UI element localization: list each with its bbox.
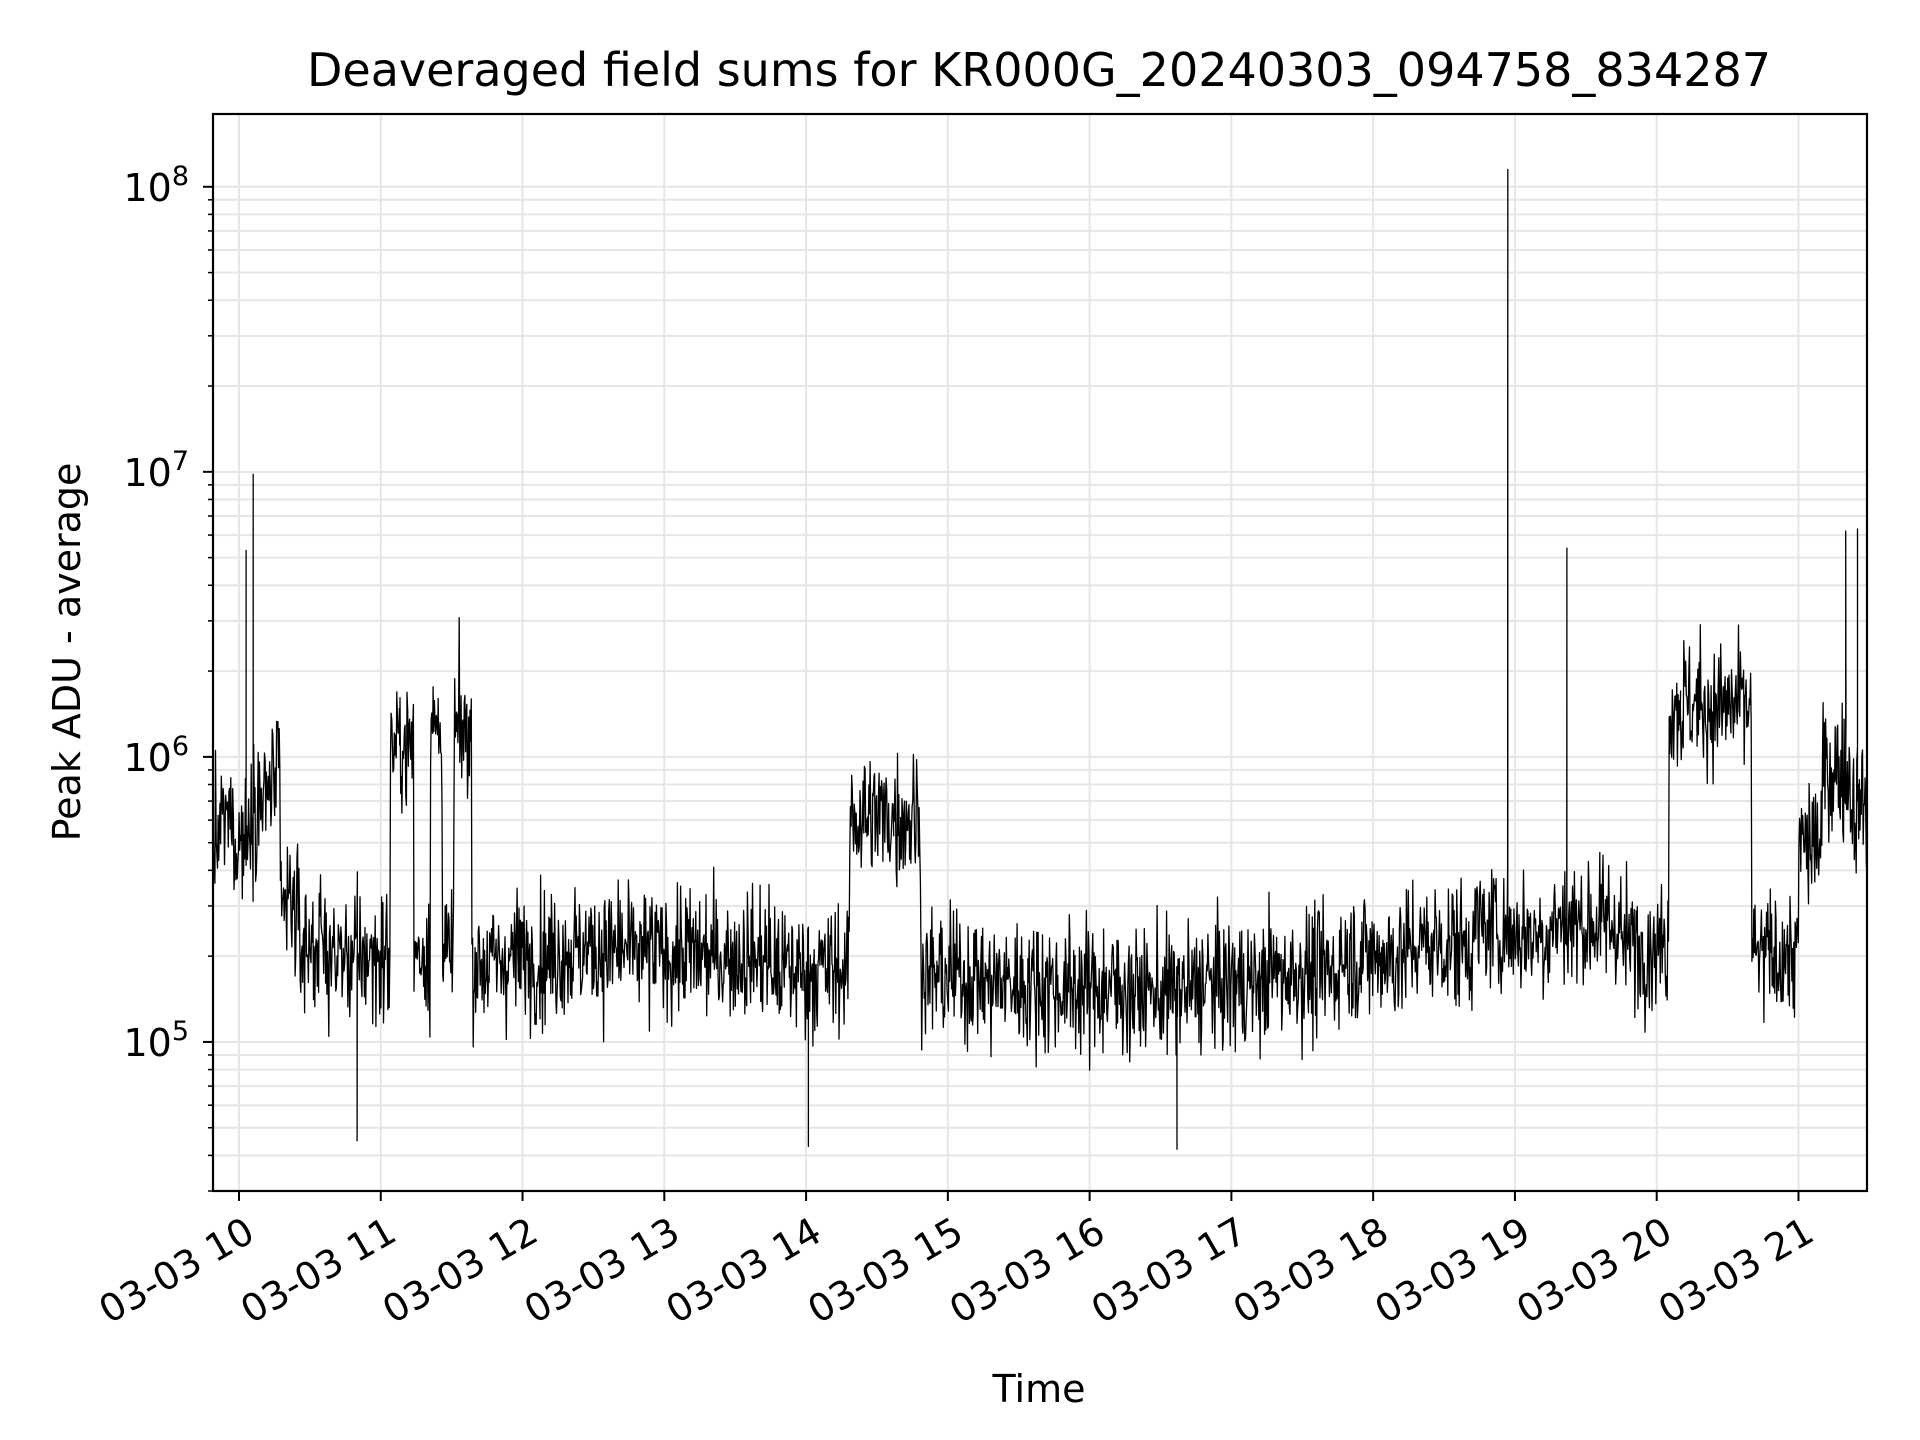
y-tick-label: 107 (123, 446, 189, 495)
y-tick-label: 108 (123, 161, 189, 210)
y-axis-label: Peak ADU - average (45, 463, 89, 842)
series-line (213, 168, 1867, 1150)
y-axis: 105 106 107 108 (123, 161, 213, 1192)
grid-lines (213, 114, 1867, 1192)
y-tick-label: 105 (123, 1016, 189, 1065)
y-tick-label: 106 (123, 731, 189, 780)
x-axis-label: Time (992, 1367, 1086, 1411)
chart-title: Deaveraged field sums for KR000G_2024030… (307, 43, 1771, 97)
plot-frame (211, 112, 1869, 1193)
plot-area (213, 168, 1867, 1150)
